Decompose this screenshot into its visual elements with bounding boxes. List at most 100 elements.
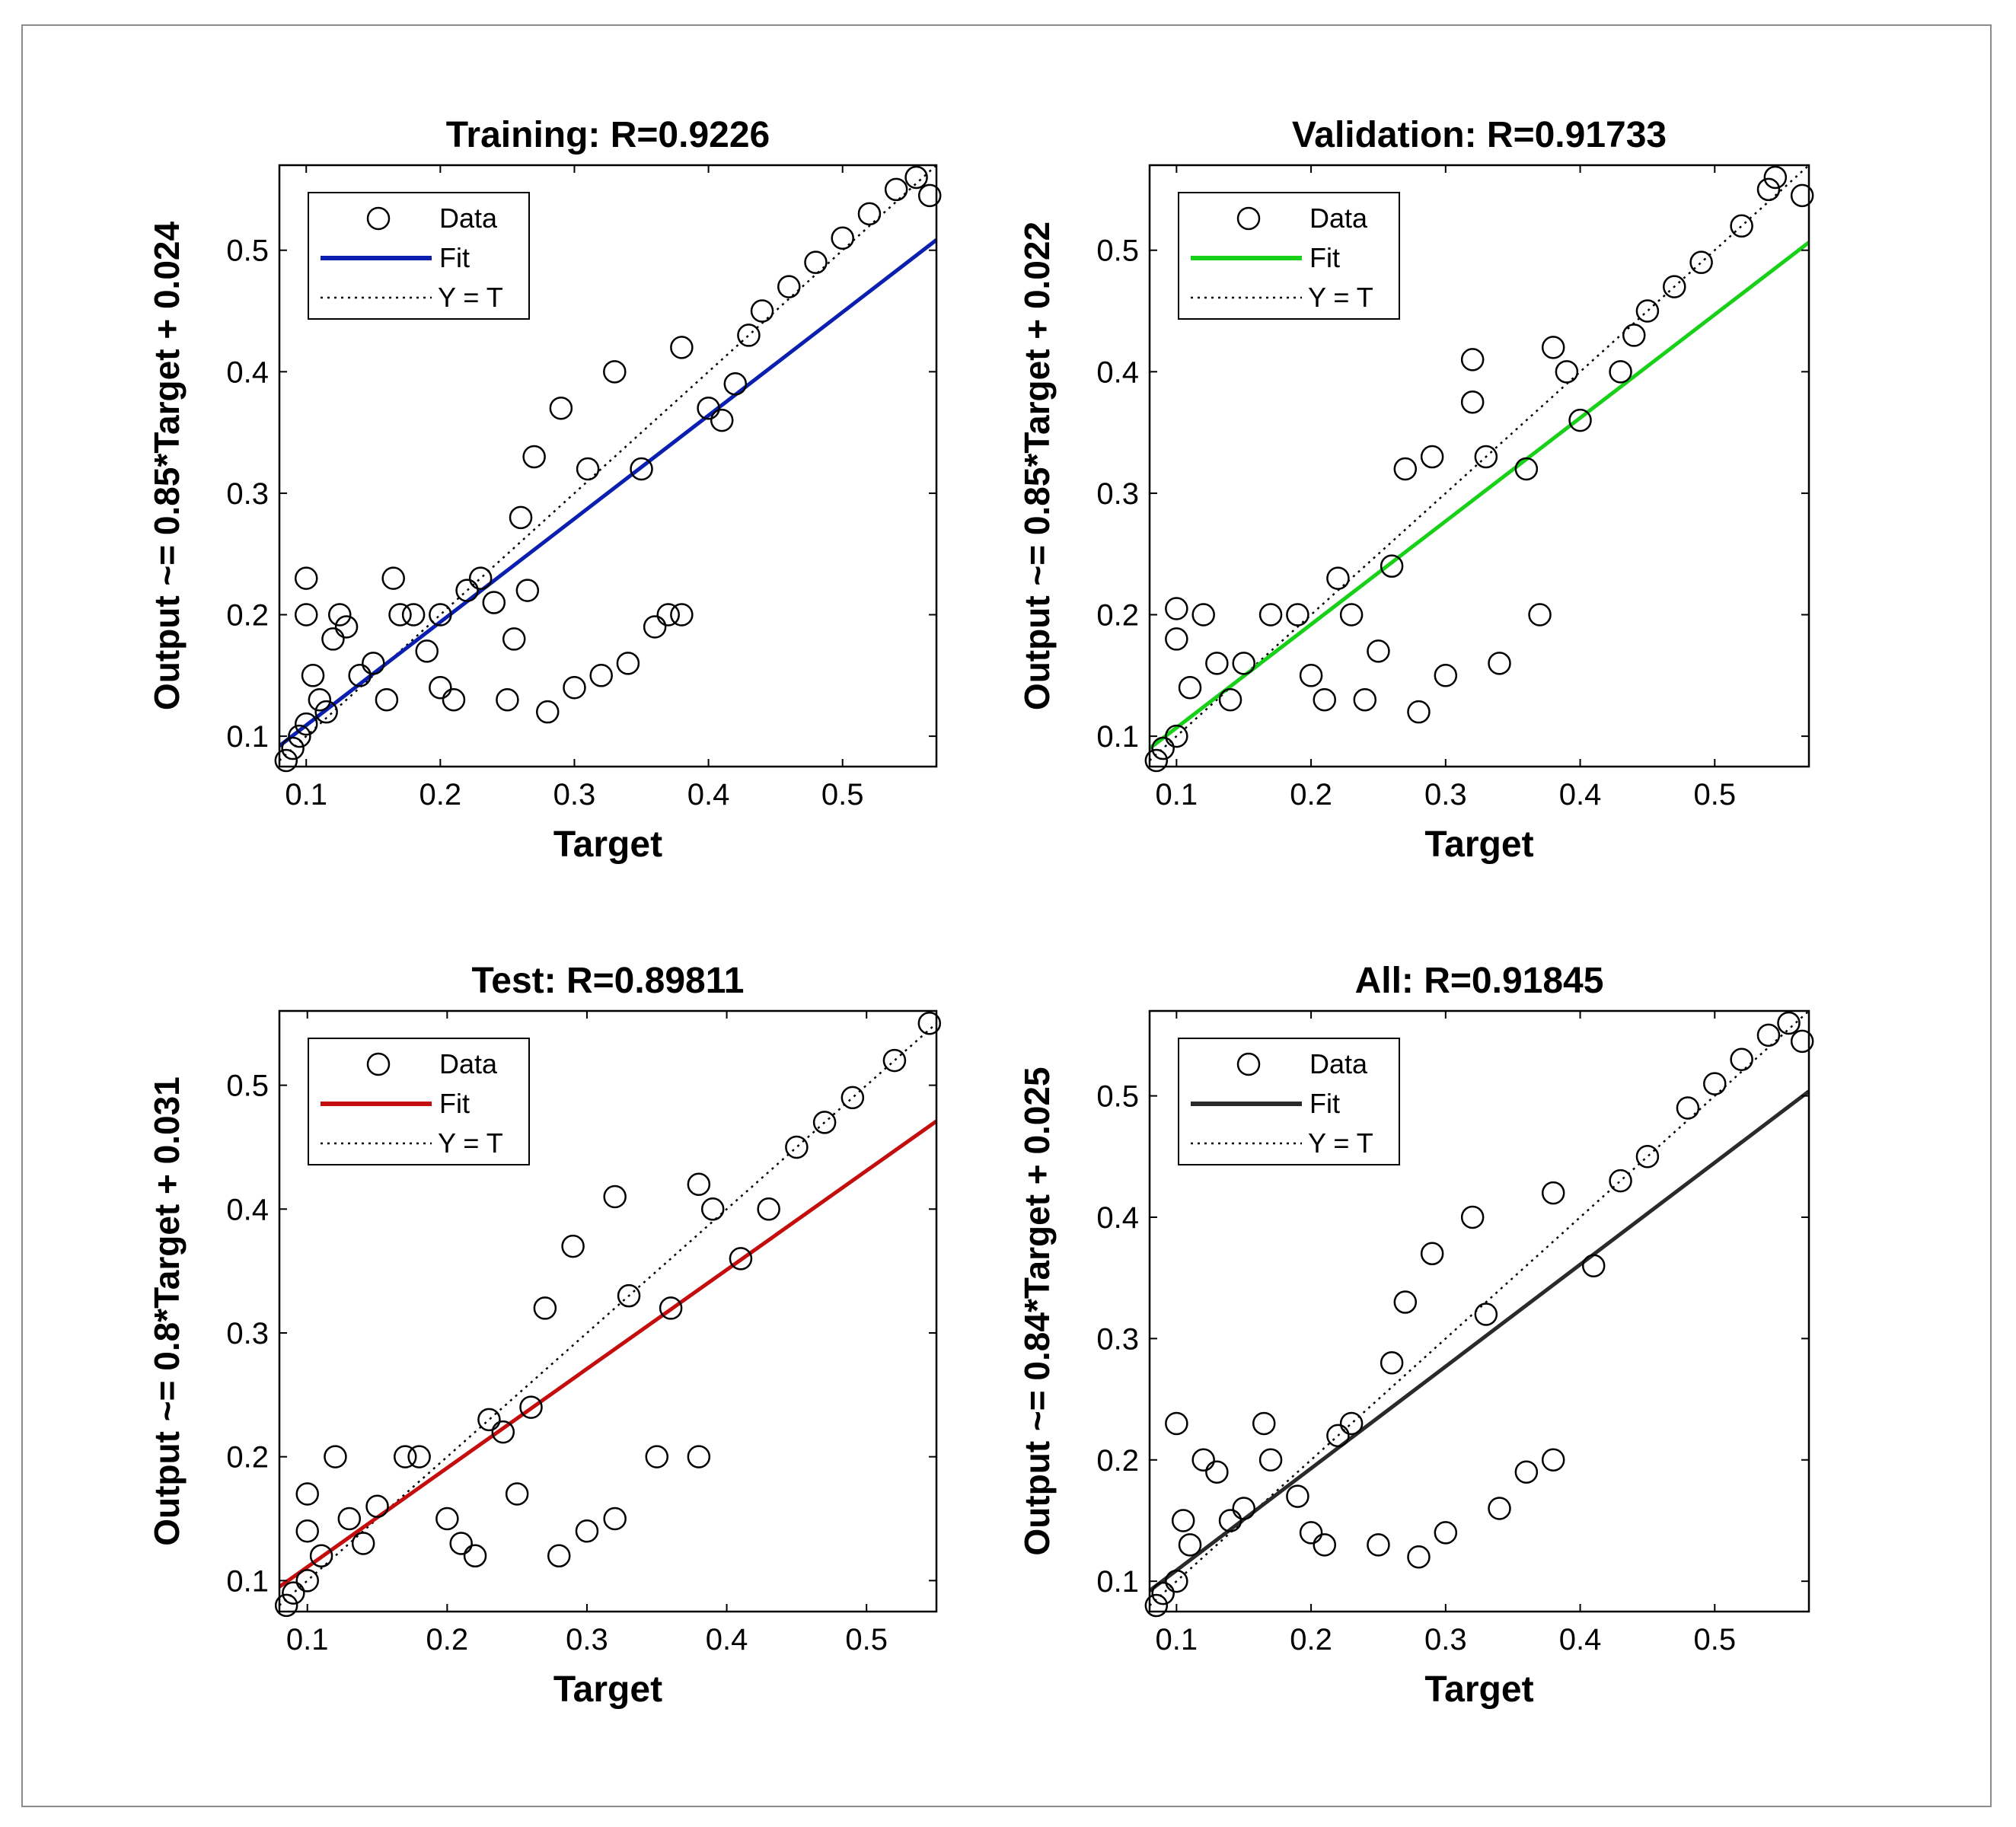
test-data-point [295, 1482, 319, 1506]
test-legend-data-marker [366, 1052, 391, 1076]
test-data-point [407, 1445, 431, 1468]
test-data-point [365, 1494, 389, 1518]
validation-data-point [1218, 687, 1242, 712]
test-data-point [603, 1507, 627, 1531]
training-data-point [288, 724, 311, 748]
validation-data-point [1165, 627, 1188, 651]
validation-data-point [1286, 603, 1309, 627]
all-data-point [1205, 1460, 1229, 1484]
all-data-point [1339, 1411, 1364, 1436]
test-chart: 0.1 0.2 0.3 0.4 0.5 0.1 0.2 0.3 0.4 0.5 Test: R=0.… [147, 961, 942, 1710]
training-data-point [401, 603, 426, 627]
validation-ytick-label: 0.2 [1096, 599, 1139, 633]
validation-legend-data-marker [1236, 206, 1261, 231]
validation-xlabel: Target [1424, 824, 1533, 865]
test-data-point [533, 1296, 557, 1320]
validation-data-point [1568, 408, 1592, 432]
validation-data-point [1689, 250, 1713, 274]
validation-data-point [1353, 687, 1377, 712]
test-data-point [351, 1532, 375, 1555]
test-data-point [575, 1519, 599, 1543]
validation-ytick-label: 0.5 [1096, 234, 1139, 268]
all-data-point [1777, 1011, 1801, 1035]
validation-data-point [1635, 299, 1660, 323]
all-data-point [1393, 1290, 1418, 1314]
validation-data-point [1488, 652, 1511, 675]
test-legend-label: Y = T [438, 1127, 503, 1159]
all-ytick-label: 0.3 [1096, 1322, 1139, 1356]
test-axes-frame [278, 1009, 938, 1613]
test-xtick-label: 0.2 [426, 1623, 469, 1656]
test-data-point [603, 1185, 627, 1209]
test-xtick-label: 0.4 [706, 1623, 748, 1656]
validation-data-point [1339, 603, 1364, 627]
training-xtick-label: 0.1 [285, 778, 327, 811]
training-data-point [294, 603, 318, 627]
all-data-point [1191, 1448, 1215, 1472]
validation-title: Validation: R=0.91733 [1292, 115, 1667, 155]
training-data-point [388, 603, 412, 627]
training-data-point [522, 445, 546, 469]
test-legend-label: Data [439, 1048, 498, 1079]
all-data-point [1252, 1411, 1276, 1436]
test-xtick-label: 0.5 [845, 1623, 888, 1656]
all-data-point [1635, 1145, 1660, 1169]
test-data-point [309, 1544, 333, 1568]
training-data-point [429, 603, 452, 627]
validation-xtick-label: 0.3 [1424, 778, 1467, 811]
test-xtick-label: 0.1 [286, 1623, 329, 1656]
training-data-point [301, 664, 325, 687]
training-data-point [643, 615, 667, 639]
all-data-point [1313, 1533, 1337, 1557]
all-data-point [1420, 1242, 1444, 1266]
validation-fit-line [1148, 241, 1810, 751]
test-data-point [917, 1012, 942, 1035]
training-data-point [804, 250, 828, 274]
test-data-point [295, 1519, 319, 1543]
test-data-point [435, 1507, 459, 1531]
training-data-point [294, 566, 318, 590]
all-data-point [1165, 1569, 1188, 1593]
all-data-point [1367, 1533, 1390, 1557]
all-axes-frame [1148, 1009, 1810, 1613]
training-legend-label: Fit [439, 242, 470, 273]
all-legend-label: Data [1309, 1048, 1368, 1079]
training-data-point [884, 177, 908, 202]
training-data-point [274, 748, 298, 773]
validation-xtick-label: 0.1 [1156, 778, 1198, 811]
test-data-point [785, 1135, 809, 1159]
test-data-point [547, 1544, 571, 1568]
all-data-point [1232, 1497, 1255, 1520]
test-data-point [324, 1445, 347, 1468]
validation-data-point [1151, 736, 1175, 760]
test-data-point [394, 1445, 417, 1468]
training-legend: Data Fit Y = T [308, 192, 530, 320]
training-data-point [549, 396, 573, 420]
training-data-point [750, 299, 774, 323]
training-axes-frame [278, 164, 938, 768]
validation-data-point [1299, 664, 1323, 687]
validation-data-point [1514, 457, 1539, 481]
test-legend-label: Fit [439, 1088, 470, 1119]
training-data-point [442, 687, 466, 712]
training-data-point [334, 615, 359, 639]
all-data-point [1407, 1545, 1431, 1569]
test-ytick-label: 0.4 [226, 1193, 269, 1226]
all-fit-line [1148, 1089, 1810, 1593]
training-data-point [281, 736, 305, 760]
validation-identity-line [1149, 164, 1810, 761]
validation-xtick-label: 0.4 [1559, 778, 1602, 811]
all-data-point [1165, 1411, 1188, 1436]
training-data-point [348, 664, 372, 687]
validation-data-point [1258, 603, 1283, 627]
all-xtick-label: 0.4 [1559, 1623, 1602, 1656]
all-data-point [1286, 1484, 1309, 1508]
training-data-point [723, 372, 748, 396]
validation-chart: 0.1 0.2 0.3 0.4 0.5 0.1 0.2 0.3 0.4 0.5 Validation… [1017, 115, 1814, 865]
training-data-point [670, 603, 694, 627]
test-data-point [659, 1296, 683, 1320]
test-data-point [645, 1445, 669, 1468]
training-data-point [375, 687, 399, 712]
training-fit-line [278, 238, 938, 748]
